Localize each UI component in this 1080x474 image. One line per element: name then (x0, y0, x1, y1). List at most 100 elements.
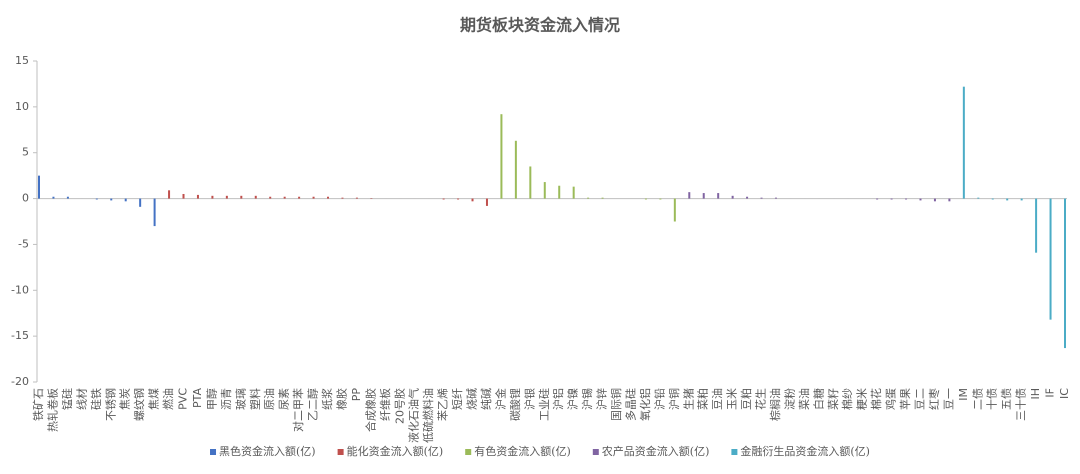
bar (761, 198, 763, 199)
bar (703, 193, 705, 199)
x-tick-label: PP (350, 388, 363, 402)
bar (529, 166, 531, 198)
x-tick-label: 生猪 (681, 388, 695, 410)
bar (1021, 199, 1023, 201)
legend-swatch (338, 449, 344, 455)
bar (948, 199, 950, 202)
x-tick-label: 碳酸锂 (508, 388, 522, 421)
y-tick-label: -20 (11, 375, 29, 388)
x-tick-label: IF (1044, 388, 1057, 398)
x-tick-label: 白糖 (811, 388, 825, 410)
legend-label: 金融衍生品资金流入额(亿) (740, 444, 870, 458)
bar (891, 199, 893, 200)
x-tick-label: 尿素 (278, 388, 291, 410)
x-tick-label: 二债 (970, 388, 984, 410)
bar (876, 199, 878, 200)
x-tick-label: 豆二 (913, 388, 926, 410)
x-tick-label: 三十债 (1014, 388, 1028, 421)
x-tick-label: 沪铝 (551, 388, 565, 410)
bar (52, 197, 54, 199)
bar (1006, 199, 1008, 201)
legend-label: 有色资金流入额(亿) (474, 444, 571, 458)
x-tick-label: 沪铜 (667, 388, 681, 410)
x-tick-label: 不锈钢 (104, 388, 117, 421)
x-tick-label: 豆油 (710, 388, 724, 410)
x-tick-label: 低硫燃料油 (421, 388, 435, 443)
legend-label: 能化资金流入额(亿) (347, 444, 444, 458)
bar (240, 196, 242, 199)
bar (544, 182, 546, 199)
x-tick-label: 玉米 (726, 388, 739, 410)
bar (67, 197, 69, 199)
bar (645, 199, 647, 200)
x-tick-label: 工业硅 (538, 388, 551, 421)
x-tick-label: 棉纱 (840, 388, 854, 410)
bar (500, 114, 502, 198)
bar (515, 141, 517, 199)
y-tick-label: 5 (22, 146, 29, 159)
bar (1050, 199, 1052, 320)
bar (919, 199, 921, 201)
bar (775, 198, 777, 199)
y-tick-label: -10 (11, 283, 29, 296)
x-tick-label: 多晶硅 (623, 388, 637, 421)
bar (197, 195, 199, 199)
x-tick-label: 焦炭 (119, 388, 132, 410)
x-tick-label: 橡胶 (334, 388, 348, 410)
x-tick-label: 甲醇 (204, 388, 218, 410)
x-tick-label: 国际铜 (609, 388, 623, 421)
x-tick-label: 鸡蛋 (884, 388, 898, 410)
bar (486, 199, 488, 206)
y-tick-label: -15 (11, 329, 29, 342)
y-tick-label: 15 (15, 54, 29, 67)
x-tick-label: 菜籽 (827, 388, 840, 410)
y-tick-label: 0 (22, 192, 29, 205)
bar (298, 197, 300, 199)
x-tick-label: 豆粕 (739, 388, 753, 410)
x-tick-label: 焦煤 (148, 388, 161, 410)
x-tick-label: 十债 (985, 388, 999, 410)
x-tick-label: 20号胶 (392, 388, 406, 424)
y-tick-label: 10 (15, 100, 29, 113)
bar (226, 196, 228, 199)
x-tick-label: 豆一 (942, 388, 955, 410)
x-tick-label: 沪银 (522, 388, 536, 410)
bar (472, 199, 474, 202)
x-tick-label: 烧碱 (466, 388, 479, 410)
x-tick-label: 红枣 (928, 388, 941, 410)
x-tick-label: 合成橡胶 (363, 388, 377, 432)
legend-swatch (210, 449, 216, 455)
bar (183, 194, 185, 199)
x-tick-label: 沪镍 (566, 388, 580, 410)
x-tick-label: 沪锌 (595, 388, 609, 410)
bar (341, 198, 343, 199)
x-tick-label: 线材 (74, 388, 88, 410)
bar (255, 196, 257, 199)
bar (1064, 199, 1066, 348)
y-tick-label: -5 (18, 237, 29, 250)
bar (659, 199, 661, 200)
bar (558, 186, 560, 199)
legend-label: 农产品资金流入额(亿) (602, 444, 710, 458)
x-tick-label: 纸浆 (320, 388, 334, 410)
x-tick-label: 短纤 (450, 388, 464, 410)
bar (269, 197, 271, 199)
bar (674, 199, 676, 222)
bar (110, 199, 112, 201)
x-tick-label: 沪锡 (580, 388, 594, 410)
x-tick-label: 苯乙烯 (436, 388, 450, 421)
legend: 黑色资金流入额(亿)能化资金流入额(亿)有色资金流入额(亿)农产品资金流入额(亿… (210, 444, 870, 458)
x-tick-label: 菜油 (797, 388, 811, 410)
x-tick-label: IM (957, 388, 970, 401)
x-tick-label: PVC (177, 388, 190, 410)
x-tick-label: 五债 (999, 388, 1013, 410)
x-tick-label: 螺纹钢 (132, 388, 146, 421)
bar (992, 199, 994, 200)
bar (963, 87, 965, 199)
x-tick-label: 花生 (754, 388, 768, 410)
bar (284, 197, 286, 199)
bar (934, 199, 936, 202)
legend-swatch (593, 449, 599, 455)
bar (717, 193, 719, 199)
